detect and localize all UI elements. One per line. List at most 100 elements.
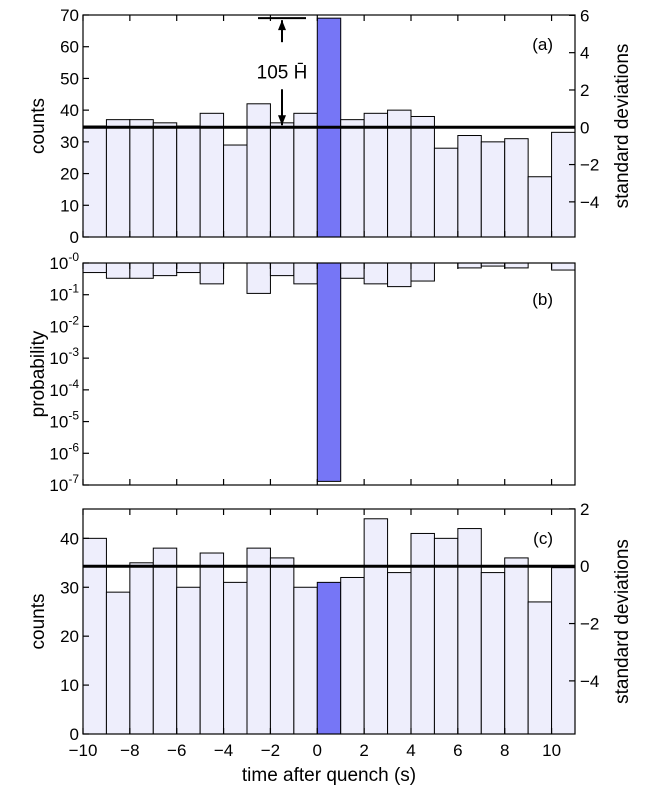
bar: [269, 262, 295, 277]
bar: [387, 262, 412, 288]
bar: [340, 262, 365, 279]
y-tick-label: 10-3: [49, 345, 79, 368]
bar: [457, 528, 482, 735]
y-tick-label: 10-2: [49, 313, 79, 336]
y-tick-label: 50: [60, 69, 79, 88]
bar: [82, 262, 107, 274]
y2-axis-title: standard deviations: [612, 44, 633, 209]
bar: [129, 119, 154, 238]
bar: [504, 262, 529, 269]
bar: [527, 601, 553, 735]
bar: [457, 262, 482, 269]
annotation-label: 105 H̄: [257, 63, 308, 84]
x-tick-label: 8: [500, 741, 509, 760]
y2-tick-label: −2: [580, 615, 599, 634]
bar: [176, 262, 201, 274]
bar: [410, 115, 435, 238]
bar: [433, 147, 459, 238]
bar: [176, 586, 201, 735]
y-tick-label: 20: [60, 165, 79, 184]
bar: [152, 262, 178, 277]
panel-c: −10 −8 −6 −4 −2 0 2 4 6 8 10 0 10 20 30 40 counts −4 −2 0 2 s…: [28, 500, 633, 760]
annotation-arrow-up: [278, 20, 286, 31]
y-tick-label: 10-6: [49, 440, 79, 463]
y-tick-label: 10-4: [49, 377, 79, 400]
bar: [551, 262, 576, 271]
y-tick-label: 10-1: [49, 282, 79, 305]
bar: [246, 262, 271, 294]
bar: [410, 262, 435, 282]
bar: [340, 119, 365, 238]
plot-frame: [82, 508, 576, 735]
y2-tick-label: 4: [580, 44, 589, 63]
y2-tick-label: −4: [580, 193, 599, 212]
y-tick-label: 10: [60, 676, 79, 695]
bar: [129, 262, 154, 279]
bar: [410, 532, 435, 735]
bar: [387, 572, 412, 735]
y-tick-label: 30: [60, 578, 79, 597]
bar: [152, 122, 178, 238]
y-tick-label: 10: [60, 196, 79, 215]
x-tick-label: −8: [120, 741, 139, 760]
y2-tick-label: −2: [580, 156, 599, 175]
x-tick-label: 0: [313, 741, 322, 760]
y-tick-label: 40: [60, 529, 79, 548]
bar: [105, 591, 131, 735]
panel-label: (b): [532, 290, 553, 309]
bar: [246, 103, 271, 238]
plot-frame: [82, 262, 576, 486]
bar: [223, 144, 248, 238]
y2-axis-title: standard deviations: [612, 539, 633, 704]
y-tick-label: 10-0: [49, 250, 79, 273]
y-axis-title: counts: [28, 98, 49, 154]
y-tick-label: 0: [70, 228, 79, 247]
bar: [199, 552, 225, 735]
x-tick-label: 2: [359, 741, 368, 760]
x-tick-label: 4: [406, 741, 415, 760]
y2-tick-label: 0: [580, 557, 589, 576]
bar: [363, 518, 389, 735]
y-axis-title: counts: [28, 594, 49, 650]
bar: [246, 547, 271, 735]
y-tick-label: 70: [60, 6, 79, 25]
y-tick-label: 20: [60, 627, 79, 646]
bar: [199, 112, 225, 238]
y2-tick-label: 2: [580, 81, 589, 100]
x-tick-label: −6: [167, 741, 186, 760]
highlight-bar: [316, 581, 342, 735]
bar: [480, 141, 506, 238]
bar: [105, 262, 131, 279]
y-tick-label: 10-5: [49, 409, 79, 432]
x-tick-label: 6: [453, 741, 462, 760]
panel-b: 10-0 10-1 10-2 10-3 10-4 10-5 10-6 10-7 probabil…: [28, 250, 576, 495]
bar: [363, 112, 389, 238]
bar: [504, 138, 529, 238]
bar: [105, 119, 131, 238]
y2-tick-label: 0: [580, 118, 589, 137]
panel-a: 0 10 20 30 40 50 60 70 counts −4 −2 0 2 4 6 standard de…: [28, 6, 633, 247]
bar: [527, 176, 553, 238]
y2-tick-label: 2: [580, 500, 589, 519]
bar: [176, 125, 201, 238]
y-axis-title: probability: [28, 330, 49, 417]
plot-frame: [82, 14, 576, 238]
bar: [269, 557, 295, 735]
y2-tick-label: −4: [580, 672, 599, 691]
y-tick-label: 0: [70, 725, 79, 744]
annotation-arrow-down: [278, 115, 286, 126]
bar: [293, 112, 318, 238]
bar: [293, 262, 318, 285]
x-tick-label: 10: [542, 741, 561, 760]
bar: [293, 586, 318, 735]
bar: [551, 567, 576, 735]
bar: [269, 122, 295, 238]
bar: [82, 125, 107, 238]
bar: [387, 109, 412, 238]
x-tick-label: −10: [69, 741, 98, 760]
bar: [457, 135, 482, 238]
x-tick-label: −4: [214, 741, 233, 760]
panel-label: (c): [533, 529, 553, 548]
bar: [199, 262, 225, 285]
